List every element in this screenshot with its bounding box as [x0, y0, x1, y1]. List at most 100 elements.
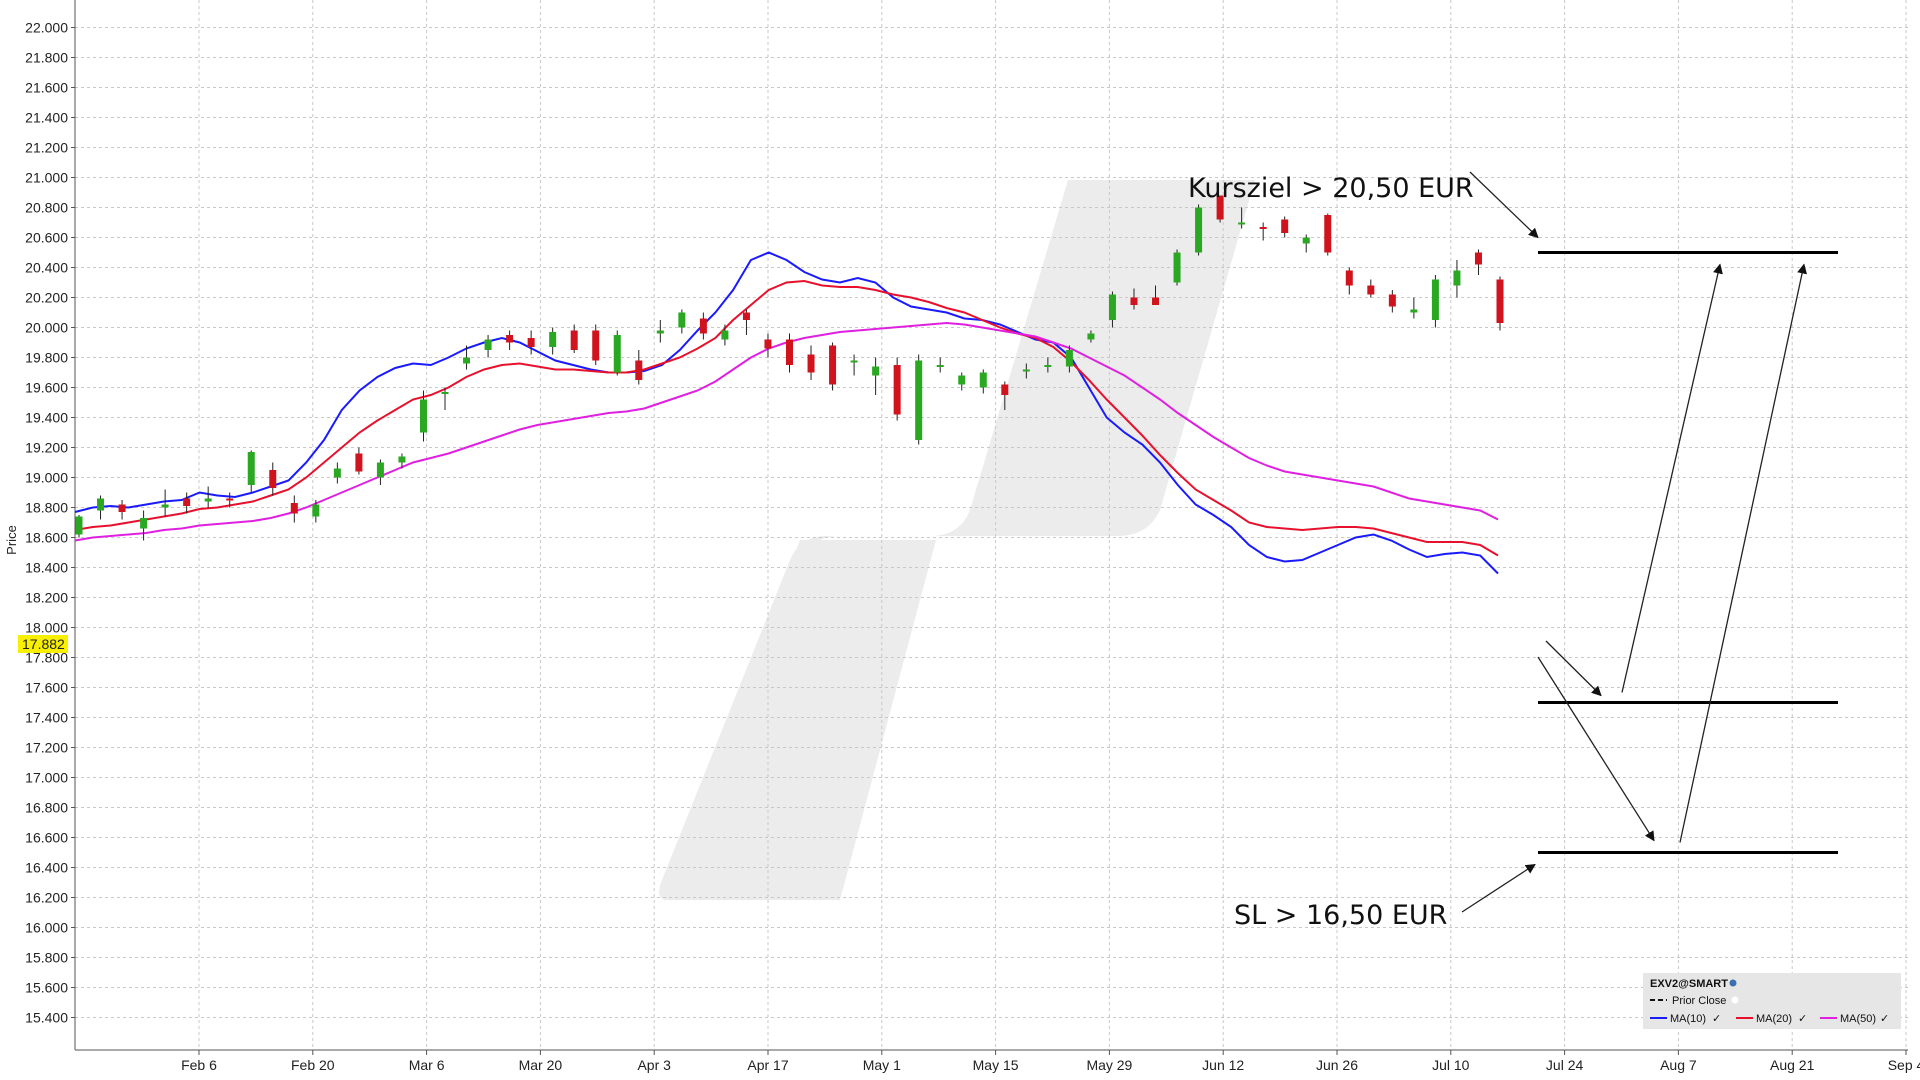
candle-body [1281, 219, 1289, 233]
y-tick-label: 21.800 [25, 50, 68, 66]
candle-body [269, 470, 277, 488]
candle-body [376, 462, 384, 478]
candle-body [1302, 237, 1310, 244]
candle-body [1388, 294, 1396, 307]
candle-body [1259, 227, 1267, 229]
candle-body [721, 330, 729, 340]
candle-body [1022, 369, 1030, 372]
x-tick-label: Jun 26 [1316, 1057, 1358, 1073]
candle-body [958, 375, 966, 385]
candle-body [333, 468, 341, 478]
candle-body [742, 312, 750, 320]
y-tick-label: 18.400 [25, 560, 68, 576]
candle-body [1001, 384, 1009, 395]
y-tick-label: 18.000 [25, 620, 68, 636]
legend-ma50-check-icon[interactable]: ✓ [1880, 1013, 1889, 1025]
candle-body [915, 360, 923, 440]
legend-ma50: MA(50) [1840, 1013, 1876, 1025]
candle-body [764, 339, 772, 349]
candle-body [893, 365, 901, 415]
candle-body [118, 504, 126, 512]
price-levels [1538, 251, 1838, 854]
candle-body [936, 365, 944, 367]
candle-body [613, 335, 621, 373]
y-tick-label: 18.600 [25, 530, 68, 546]
legend-title: EXV2@SMART [1650, 978, 1728, 990]
y-axis: 22.000 21.800 21.600 21.400 21.200 21.000 20.8… [25, 0, 76, 1050]
candle-body [1410, 309, 1418, 313]
candle-body [1216, 195, 1224, 220]
x-axis: Feb 6 Feb 20 Mar 6 Mar 20 Apr 3 Apr 17 May 1 Ma… [75, 1049, 1920, 1073]
x-tick-label: Aug 21 [1770, 1057, 1815, 1073]
y-tick-label: 17.200 [25, 740, 68, 756]
y-tick-label: 15.800 [25, 950, 68, 966]
y-tick-label: 19.000 [25, 470, 68, 486]
y-tick-label: 18.800 [25, 500, 68, 516]
candle-body [1324, 215, 1332, 253]
candle-body [355, 453, 363, 472]
candle-body [549, 332, 557, 347]
y-tick-label: 20.000 [25, 320, 68, 336]
candle-body [75, 516, 83, 535]
legend-prior-close-toggle-icon[interactable] [1731, 996, 1739, 1004]
candle-body [656, 330, 664, 334]
x-tick-label: Aug 7 [1660, 1057, 1697, 1073]
legend-ma10-check-icon[interactable]: ✓ [1712, 1013, 1721, 1025]
x-tick-label: Mar 20 [519, 1057, 563, 1073]
y-tick-label: 17.400 [25, 710, 68, 726]
candle-body [1087, 333, 1095, 340]
x-tick-label: Jun 12 [1202, 1057, 1244, 1073]
y-tick-label: 16.800 [25, 800, 68, 816]
candle-body [979, 372, 987, 388]
candle-body [161, 504, 169, 508]
legend-ma20-check-icon[interactable]: ✓ [1798, 1013, 1807, 1025]
y-tick-label: 15.600 [25, 980, 68, 996]
y-tick-label: 16.600 [25, 830, 68, 846]
x-tick-label: May 29 [1086, 1057, 1132, 1073]
y-tick-label: 18.200 [25, 590, 68, 606]
candle-body [1496, 279, 1504, 323]
candle-body [463, 357, 471, 364]
legend-prior-close: Prior Close [1672, 995, 1726, 1007]
candlesticks [75, 195, 1504, 541]
candle-body [872, 366, 880, 376]
candle-body [699, 318, 707, 334]
x-tick-label: Sep 4 [1888, 1057, 1920, 1073]
target-annotation: Kursziel > 20,50 EUR [1188, 173, 1474, 204]
x-tick-label: May 15 [973, 1057, 1019, 1073]
candle-body [570, 330, 578, 350]
candle-body [441, 392, 449, 394]
forecast-arrow [1679, 263, 1808, 843]
x-tick-label: Feb 6 [181, 1057, 217, 1073]
y-tick-label: 19.400 [25, 410, 68, 426]
candle-body [183, 498, 191, 506]
candle-body [247, 452, 255, 485]
x-tick-label: Mar 6 [409, 1057, 445, 1073]
candle-body [527, 338, 535, 347]
ma-line-ma10 [74, 251, 1499, 575]
forecast-arrow [1537, 656, 1655, 842]
candle-body [97, 498, 105, 511]
y-tick-label: 21.000 [25, 170, 68, 186]
candle-body [1431, 279, 1439, 320]
x-tick-label: Apr 17 [747, 1057, 788, 1073]
moving-averages [74, 251, 1499, 575]
x-tick-label: Jul 24 [1546, 1057, 1584, 1073]
candle-body [850, 360, 858, 363]
y-tick-label: 17.000 [25, 770, 68, 786]
candle-body [398, 456, 406, 463]
legend-gear-icon[interactable] [1729, 979, 1737, 987]
candle-body [226, 498, 234, 501]
y-tick-label: 20.400 [25, 260, 68, 276]
y-tick-label: 19.200 [25, 440, 68, 456]
legend: EXV2@SMART Prior Close MA(10) ✓ MA(20) ✓… [1643, 973, 1901, 1029]
y-tick-label: 19.600 [25, 380, 68, 396]
forecast-arrow [1621, 263, 1723, 693]
y-axis-title: Price [4, 525, 19, 555]
candle-body [786, 339, 793, 365]
candle-body [678, 312, 686, 328]
candle-body [1173, 252, 1181, 283]
candle-body [312, 504, 320, 517]
forecast-arrow [1545, 640, 1602, 697]
